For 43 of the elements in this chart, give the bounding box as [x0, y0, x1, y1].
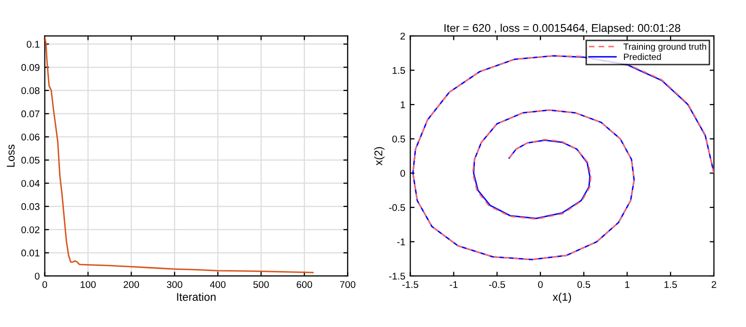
- x-tick-label: 100: [80, 281, 96, 288]
- x-tick-label: 300: [166, 281, 182, 288]
- x-axis-title: Iteration: [177, 292, 216, 301]
- line-series: [44, 36, 314, 274]
- y-tick-label: 1: [400, 101, 405, 108]
- y-axis-title: Loss: [6, 144, 15, 167]
- x-tick-label: 1.5: [664, 281, 677, 288]
- x-tick-label: 0: [42, 281, 48, 288]
- y-axis-title: x(2): [374, 147, 385, 166]
- x-tick-label: 1: [625, 281, 630, 288]
- y-tick-label: 0.07: [21, 110, 40, 118]
- y-tick-label: 0.02: [21, 226, 40, 234]
- x-tick-label: 700: [340, 281, 356, 288]
- x-tick-label: -0.5: [489, 281, 506, 288]
- x-tick-label: 500: [253, 281, 269, 288]
- chart-title: Iter = 620 , loss = 0.0015464, Elapsed: 00:01:28: [444, 24, 680, 34]
- y-tick-label: 0.08: [21, 87, 40, 94]
- y-tick-label: 0: [34, 272, 40, 280]
- y-tick-label: 0.05: [21, 156, 40, 164]
- x-tick-label: 0: [538, 281, 543, 288]
- y-tick-label: 0.1: [26, 40, 40, 48]
- line-series: [412, 55, 714, 260]
- y-tick-label: 0.04: [21, 180, 40, 187]
- legend-label: Training ground truth: [623, 43, 706, 52]
- y-tick-label: 0.06: [21, 134, 40, 140]
- x-axis-title: x(1): [552, 292, 571, 304]
- x-tick-label: 200: [124, 281, 140, 288]
- x-tick-label: 400: [210, 281, 226, 288]
- x-tick-label: 2: [712, 281, 716, 288]
- y-tick-label: 2: [400, 32, 405, 40]
- legend-label: Predicted: [624, 53, 661, 60]
- y-tick-label: -0.5: [389, 204, 406, 212]
- y-tick-label: 0.5: [392, 136, 406, 142]
- x-tick-label: 600: [296, 281, 312, 288]
- y-tick-label: -1: [397, 238, 405, 246]
- y-tick-label: 0.01: [21, 250, 40, 256]
- y-tick-label: 0.09: [21, 64, 40, 71]
- x-tick-label: -1: [450, 281, 458, 288]
- y-tick-label: -1.5: [389, 272, 406, 280]
- y-tick-label: 1.5: [392, 67, 406, 74]
- y-tick-label: 0.03: [21, 203, 40, 210]
- x-tick-label: 0.5: [577, 281, 590, 288]
- y-tick-label: 0: [400, 170, 406, 177]
